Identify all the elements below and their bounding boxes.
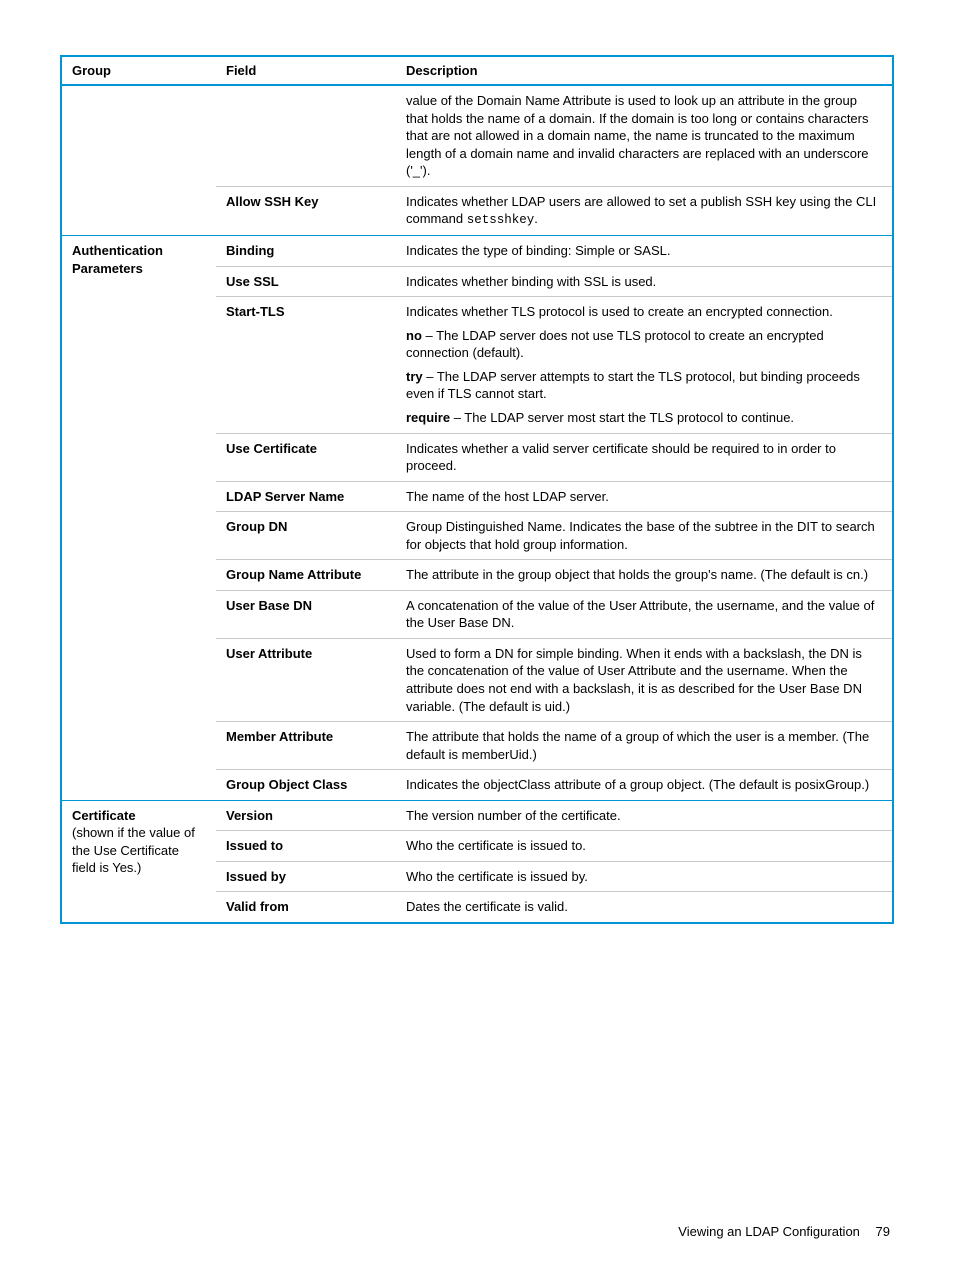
- description-text: Dates the certificate is valid.: [406, 898, 882, 916]
- header-group: Group: [61, 56, 216, 85]
- field-label: Use SSL: [226, 274, 279, 289]
- group-title: Certificate: [72, 808, 136, 823]
- cell-field: LDAP Server Name: [216, 481, 396, 512]
- field-label: User Attribute: [226, 646, 312, 661]
- cell-field: [216, 85, 396, 186]
- cell-field: Issued to: [216, 831, 396, 862]
- page-container: Group Field Description value of the Dom…: [0, 0, 954, 1279]
- description-code: setsshkey: [467, 213, 535, 227]
- field-label: LDAP Server Name: [226, 489, 344, 504]
- cell-group: [61, 85, 216, 236]
- cell-description: The name of the host LDAP server.: [396, 481, 893, 512]
- field-label: Group DN: [226, 519, 287, 534]
- ldap-config-table: Group Field Description value of the Dom…: [60, 55, 894, 924]
- cell-field: Start-TLS: [216, 297, 396, 433]
- cell-field: Issued by: [216, 861, 396, 892]
- description-text: Indicates the type of binding: Simple or…: [406, 242, 882, 260]
- cell-field: Group Name Attribute: [216, 560, 396, 591]
- cell-description: The attribute that holds the name of a g…: [396, 722, 893, 770]
- cell-description: Used to form a DN for simple binding. Wh…: [396, 638, 893, 721]
- cell-field: Use Certificate: [216, 433, 396, 481]
- field-label: Issued to: [226, 838, 283, 853]
- description-text: The attribute that holds the name of a g…: [406, 728, 882, 763]
- cell-field: Use SSL: [216, 266, 396, 297]
- cell-description: Indicates whether a valid server certifi…: [396, 433, 893, 481]
- cell-field: User Base DN: [216, 590, 396, 638]
- description-text: require – The LDAP server most start the…: [406, 409, 882, 427]
- field-label: Version: [226, 808, 273, 823]
- cell-description: Dates the certificate is valid.: [396, 892, 893, 923]
- page-footer: Viewing an LDAP Configuration 79: [60, 1224, 894, 1239]
- description-text: Indicates whether binding with SSL is us…: [406, 273, 882, 291]
- field-label: User Base DN: [226, 598, 312, 613]
- cell-description: Who the certificate is issued by.: [396, 861, 893, 892]
- cell-description: Indicates the objectClass attribute of a…: [396, 770, 893, 801]
- field-label: Issued by: [226, 869, 286, 884]
- cell-description: Indicates whether TLS protocol is used t…: [396, 297, 893, 433]
- cell-description: Indicates the type of binding: Simple or…: [396, 236, 893, 267]
- table-row: Certificate(shown if the value of the Us…: [61, 800, 893, 831]
- field-label: Use Certificate: [226, 441, 317, 456]
- cell-field: Member Attribute: [216, 722, 396, 770]
- field-label: Member Attribute: [226, 729, 333, 744]
- table-body: value of the Domain Name Attribute is us…: [61, 85, 893, 923]
- description-text: value of the Domain Name Attribute is us…: [406, 92, 882, 180]
- description-text: no – The LDAP server does not use TLS pr…: [406, 327, 882, 362]
- cell-group: Certificate (shown if the value of the Us…: [61, 800, 216, 923]
- description-text: Who the certificate is issued to.: [406, 837, 882, 855]
- header-field: Field: [216, 56, 396, 85]
- cell-field: Binding: [216, 236, 396, 267]
- cell-description: The attribute in the group object that h…: [396, 560, 893, 591]
- cell-description: Group Distinguished Name. Indicates the …: [396, 512, 893, 560]
- description-text: Indicates whether TLS protocol is used t…: [406, 303, 882, 321]
- description-text: Used to form a DN for simple binding. Wh…: [406, 645, 882, 715]
- cell-description: The version number of the certificate.: [396, 800, 893, 831]
- footer-page-number: 79: [876, 1224, 890, 1239]
- field-label: Group Name Attribute: [226, 567, 361, 582]
- description-text: The attribute in the group object that h…: [406, 566, 882, 584]
- description-text: Group Distinguished Name. Indicates the …: [406, 518, 882, 553]
- cell-description: value of the Domain Name Attribute is us…: [396, 85, 893, 186]
- description-text: Indicates the objectClass attribute of a…: [406, 776, 882, 794]
- field-label: Binding: [226, 243, 274, 258]
- cell-description: Indicates whether binding with SSL is us…: [396, 266, 893, 297]
- description-text: Indicates whether a valid server certifi…: [406, 440, 882, 475]
- table-row: value of the Domain Name Attribute is us…: [61, 85, 893, 186]
- description-text: Indicates whether LDAP users are allowed…: [406, 193, 882, 229]
- field-label: Group Object Class: [226, 777, 347, 792]
- cell-description: Indicates whether LDAP users are allowed…: [396, 186, 893, 235]
- cell-group: Authentication Parameters: [61, 236, 216, 801]
- description-keyword: no: [406, 328, 422, 343]
- header-description: Description: [396, 56, 893, 85]
- cell-description: Who the certificate is issued to.: [396, 831, 893, 862]
- field-label: Valid from: [226, 899, 289, 914]
- footer-section-title: Viewing an LDAP Configuration: [678, 1224, 860, 1239]
- cell-field: Group DN: [216, 512, 396, 560]
- description-keyword: try: [406, 369, 423, 384]
- cell-field: Version: [216, 800, 396, 831]
- group-title: Authentication Parameters: [72, 243, 163, 276]
- cell-field: Valid from: [216, 892, 396, 923]
- field-label: Allow SSH Key: [226, 194, 318, 209]
- cell-field: User Attribute: [216, 638, 396, 721]
- description-text: Who the certificate is issued by.: [406, 868, 882, 886]
- table-header: Group Field Description: [61, 56, 893, 85]
- field-label: Start-TLS: [226, 304, 285, 319]
- table-row: Authentication ParametersBindingIndicate…: [61, 236, 893, 267]
- description-keyword: require: [406, 410, 450, 425]
- cell-field: Allow SSH Key: [216, 186, 396, 235]
- cell-description: A concatenation of the value of the User…: [396, 590, 893, 638]
- description-text: try – The LDAP server attempts to start …: [406, 368, 882, 403]
- group-note: (shown if the value of the Use Certifica…: [72, 825, 195, 875]
- description-text: A concatenation of the value of the User…: [406, 597, 882, 632]
- description-text: The version number of the certificate.: [406, 807, 882, 825]
- cell-field: Group Object Class: [216, 770, 396, 801]
- description-text: The name of the host LDAP server.: [406, 488, 882, 506]
